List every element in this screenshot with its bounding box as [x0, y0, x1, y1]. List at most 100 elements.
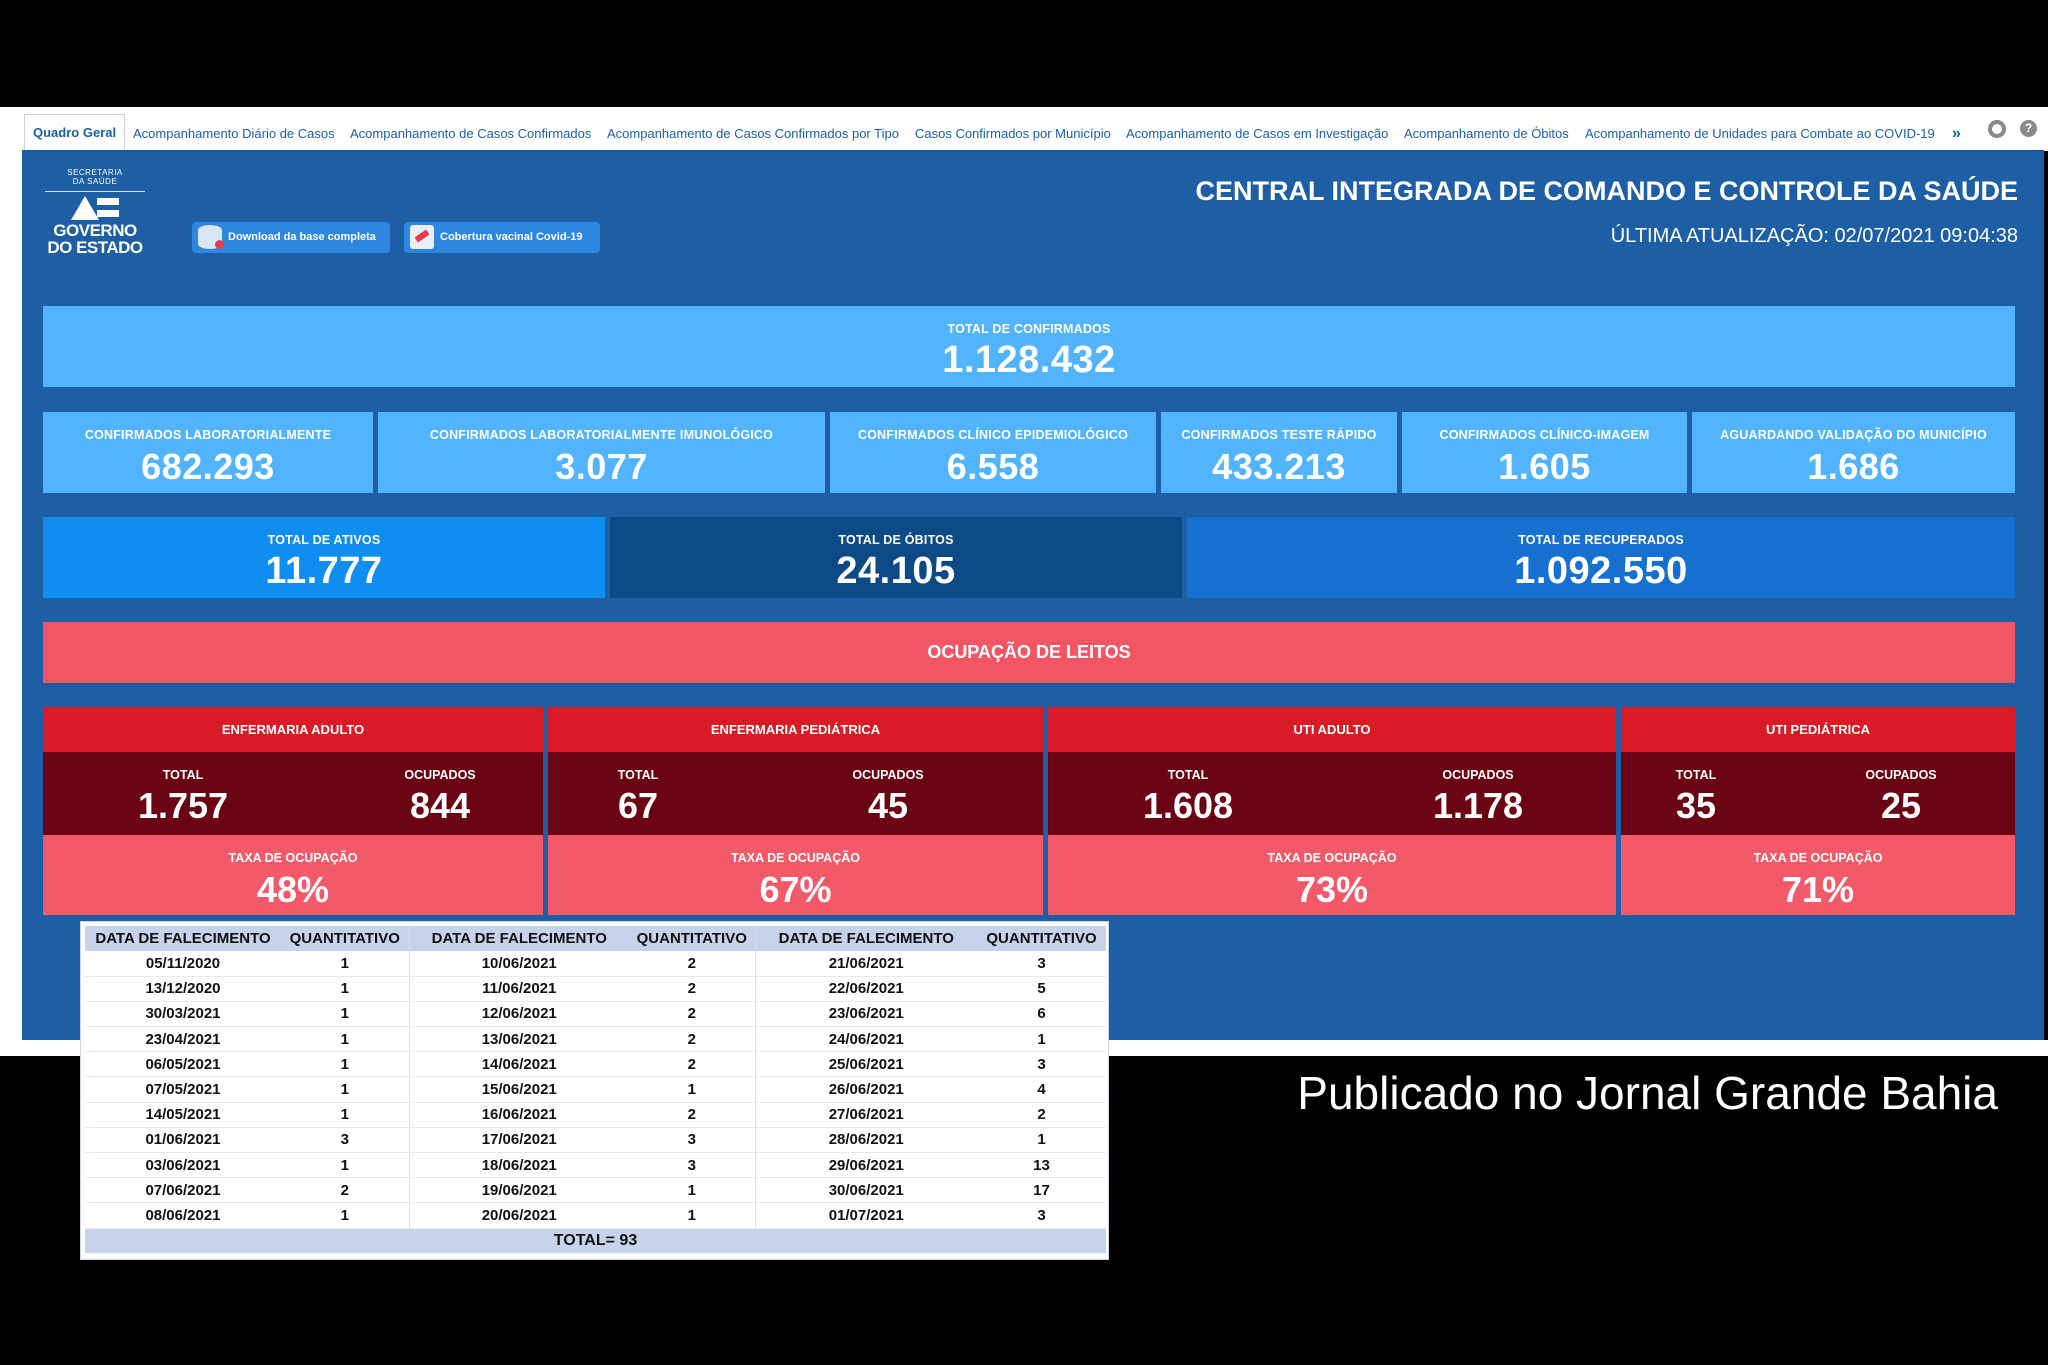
ward-total: TOTAL 35 [1646, 768, 1746, 827]
tab-acompanhamento-diario[interactable]: Acompanhamento Diário de Casos [133, 126, 335, 141]
ward-rate-label: TAXA DE OCUPAÇÃO [1753, 851, 1883, 865]
death-date-cell: 30/03/2021 [85, 1001, 281, 1028]
logo-da-saude: DA SAÚDE [72, 177, 118, 186]
ward-title: UTI ADULTO [1048, 707, 1616, 752]
government-logo: SECRETARIA DA SAÚDE GOVERNO DO ESTADO [40, 168, 150, 274]
death-count-cell: 6 [977, 1001, 1106, 1028]
logo-rule [45, 191, 145, 192]
table-header-row: DATA DE FALECIMENTO QUANTITATIVO DATA DE… [85, 926, 1106, 951]
ward-counts: TOTAL 67 OCUPADOS 45 [548, 752, 1043, 835]
column-header: QUANTITATIVO [629, 926, 756, 951]
kpi-card-aguardando-validacao: AGUARDANDO VALIDAÇÃO DO MUNICÍPIO 1.686 [1692, 412, 2015, 493]
ward-rate-label: TAXA DE OCUPAÇÃO [731, 851, 860, 865]
total-recovered-label: TOTAL DE RECUPERADOS [1518, 533, 1684, 547]
death-date-cell: 11/06/2021 [409, 976, 629, 1002]
death-date-cell: 27/06/2021 [755, 1102, 977, 1128]
ward-occupied-value: 1.178 [1432, 785, 1524, 826]
death-count-cell: 2 [629, 976, 756, 1002]
download-base-label: Download da base completa [228, 231, 376, 243]
tab-confirmados-por-tipo[interactable]: Acompanhamento de Casos Confirmados por … [607, 126, 899, 141]
kpi-value: 433.213 [1212, 446, 1346, 487]
death-date-cell: 24/06/2021 [755, 1026, 977, 1053]
vaccine-coverage-button[interactable]: Cobertura vacinal Covid-19 [404, 222, 600, 253]
more-tabs-icon[interactable]: » [1952, 125, 1961, 142]
ward-card-enfermaria-adulto: ENFERMARIA ADULTO TOTAL 1.757 OCUPADOS 8… [43, 707, 543, 915]
ward-rate-value: 48% [256, 869, 330, 910]
page-title: CENTRAL INTEGRADA DE COMANDO E CONTROLE … [1195, 176, 2018, 206]
tab-unidades-covid[interactable]: Acompanhamento de Unidades para Combate … [1585, 126, 1935, 141]
death-count-cell: 1 [629, 1076, 756, 1103]
ward-total-value: 1.757 [137, 785, 229, 826]
table-row: 14/05/2021 1 16/06/2021 2 27/06/2021 2 [85, 1102, 1106, 1128]
ward-counts: TOTAL 1.757 OCUPADOS 844 [43, 752, 543, 835]
death-date-cell: 16/06/2021 [409, 1102, 629, 1128]
death-count-cell: 13 [977, 1152, 1106, 1179]
ward-rate: TAXA DE OCUPAÇÃO 71% [1621, 835, 2015, 915]
table-row: 23/04/2021 1 13/06/2021 2 24/06/2021 1 [85, 1026, 1106, 1053]
death-count-cell: 1 [977, 1026, 1106, 1053]
ward-card-uti-adulto: UTI ADULTO TOTAL 1.608 OCUPADOS 1.178 TA… [1048, 707, 1616, 915]
death-count-cell: 3 [281, 1127, 410, 1154]
total-confirmed-label: TOTAL DE CONFIRMADOS [947, 322, 1111, 336]
death-date-cell: 21/06/2021 [755, 951, 977, 977]
column-header: QUANTITATIVO [977, 926, 1106, 951]
ward-counts: TOTAL 35 OCUPADOS 25 [1621, 752, 2015, 835]
logo-governo: GOVERNO [53, 221, 137, 240]
death-count-cell: 1 [281, 1051, 410, 1078]
total-recovered-card: TOTAL DE RECUPERADOS 1.092.550 [1187, 517, 2015, 598]
death-count-cell: 5 [977, 976, 1106, 1002]
table-row: 07/06/2021 2 19/06/2021 1 30/06/2021 17 [85, 1177, 1106, 1204]
kpi-value: 1.686 [1807, 446, 1900, 487]
death-count-cell: 3 [977, 951, 1106, 977]
death-count-cell: 3 [629, 1152, 756, 1179]
column-header: DATA DE FALECIMENTO [85, 926, 281, 951]
death-date-cell: 08/06/2021 [85, 1202, 281, 1229]
death-date-cell: 26/06/2021 [755, 1076, 977, 1103]
total-deaths-card: TOTAL DE ÓBITOS 24.105 [610, 517, 1182, 598]
ward-total-value: 1.608 [1142, 785, 1234, 826]
tab-confirmados-por-municipio[interactable]: Casos Confirmados por Município [915, 126, 1111, 141]
tab-casos-em-investigacao[interactable]: Acompanhamento de Casos em Investigação [1126, 126, 1389, 141]
ward-occupied-label: OCUPADOS [1865, 768, 1937, 782]
beds-occupancy-header: OCUPAÇÃO DE LEITOS [43, 622, 2015, 683]
total-deaths-value: 24.105 [836, 550, 956, 592]
death-count-cell: 3 [977, 1051, 1106, 1078]
ward-rate: TAXA DE OCUPAÇÃO 48% [43, 835, 543, 915]
ward-occupied: OCUPADOS 25 [1846, 768, 1956, 827]
tab-obitos[interactable]: Acompanhamento de Óbitos [1404, 126, 1569, 141]
help-icon[interactable]: ? [2020, 120, 2037, 137]
total-active-value: 11.777 [265, 550, 383, 592]
ward-total: TOTAL 1.757 [133, 768, 233, 827]
kpi-value: 6.558 [946, 446, 1040, 487]
death-count-cell: 1 [281, 951, 410, 977]
kpi-card-laboratorial: CONFIRMADOS LABORATORIALMENTE 682.293 [43, 412, 373, 493]
kpi-card-clinico-imagem: CONFIRMADOS CLÍNICO-IMAGEM 1.605 [1402, 412, 1687, 493]
tab-casos-confirmados[interactable]: Acompanhamento de Casos Confirmados [350, 126, 592, 141]
kpi-card-teste-rapido: CONFIRMADOS TESTE RÁPIDO 433.213 [1161, 412, 1397, 493]
kpi-label: CONFIRMADOS TESTE RÁPIDO [1181, 428, 1377, 442]
column-header: DATA DE FALECIMENTO [409, 926, 629, 951]
kpi-label: AGUARDANDO VALIDAÇÃO DO MUNICÍPIO [1720, 428, 1987, 442]
tab-divider [22, 150, 2044, 152]
death-date-cell: 06/05/2021 [85, 1051, 281, 1078]
kpi-label: CONFIRMADOS CLÍNICO-IMAGEM [1439, 428, 1650, 442]
death-count-cell: 1 [281, 1076, 410, 1103]
death-count-cell: 1 [281, 1102, 410, 1128]
download-base-button[interactable]: Download da base completa [192, 222, 390, 253]
death-date-cell: 19/06/2021 [409, 1177, 629, 1204]
ward-occupied-value: 45 [867, 785, 909, 826]
deaths-by-date-table: DATA DE FALECIMENTO QUANTITATIVO DATA DE… [80, 921, 1109, 1260]
ward-total: TOTAL 1.608 [1133, 768, 1243, 827]
gear-icon[interactable] [1988, 120, 2006, 138]
death-count-cell: 2 [629, 951, 756, 977]
tab-quadro-geral[interactable]: Quadro Geral [24, 114, 126, 152]
death-date-cell: 01/06/2021 [85, 1127, 281, 1154]
ward-card-uti-pediatrica: UTI PEDIÁTRICA TOTAL 35 OCUPADOS 25 TAXA… [1621, 707, 2015, 915]
database-icon [198, 225, 224, 249]
ward-title: UTI PEDIÁTRICA [1621, 707, 2015, 752]
ward-title: ENFERMARIA PEDIÁTRICA [548, 707, 1043, 752]
death-date-cell: 15/06/2021 [409, 1076, 629, 1103]
ward-total-label: TOTAL [1675, 768, 1717, 782]
total-active-label: TOTAL DE ATIVOS [267, 533, 381, 547]
death-date-cell: 28/06/2021 [755, 1127, 977, 1154]
